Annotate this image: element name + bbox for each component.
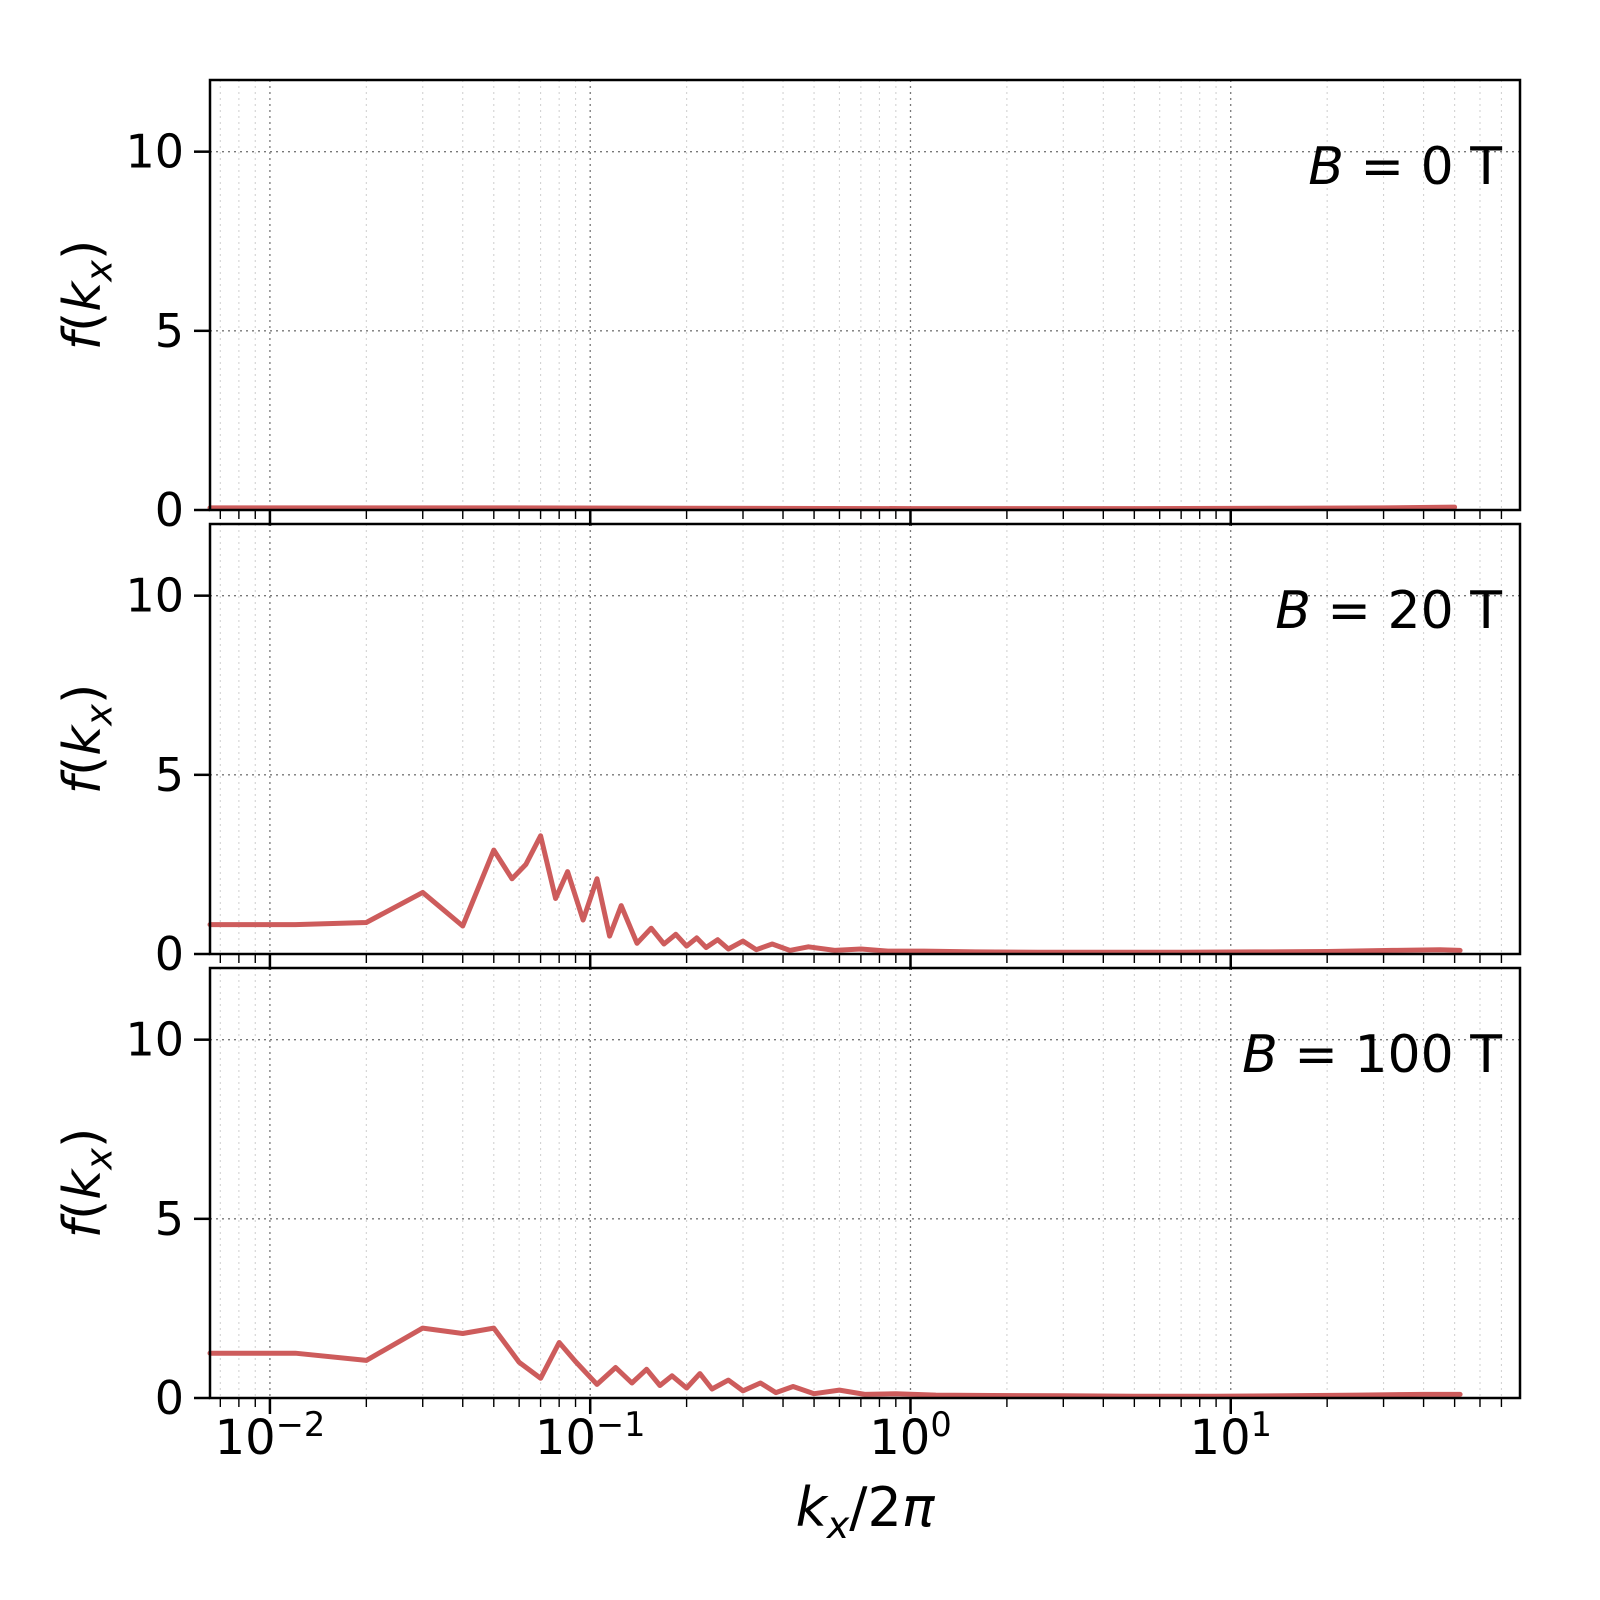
x-tick-label: 101	[1190, 1405, 1272, 1466]
y-tick-label: 10	[125, 125, 184, 179]
x-tick-label: 10−2	[215, 1405, 326, 1466]
x-axis-label: kx/2π	[796, 1476, 936, 1547]
y-axis-label: f(kx)	[53, 684, 120, 795]
series-line	[207, 504, 1458, 512]
y-axis-label: f(kx)	[53, 1128, 120, 1239]
y-tick-label: 5	[155, 304, 184, 358]
panel-border	[208, 522, 1522, 956]
x-tick-label: 100	[869, 1405, 951, 1466]
y-tick-label: 5	[155, 748, 184, 802]
y-tick-label: 0	[155, 1371, 184, 1425]
y-tick-label: 0	[155, 927, 184, 981]
y-tick-label: 10	[125, 569, 184, 623]
series-line	[207, 1325, 1463, 1399]
panel-annotation: B = 100 T	[1242, 1025, 1502, 1085]
panel-annotation: B = 0 T	[1308, 137, 1502, 197]
y-tick-label: 10	[125, 1013, 184, 1067]
y-tick-label: 5	[155, 1192, 184, 1246]
panel-annotation: B = 20 T	[1275, 581, 1502, 641]
y-axis-label: f(kx)	[53, 240, 120, 351]
y-tick-label: 0	[155, 483, 184, 537]
panel-border	[208, 78, 1522, 512]
series-line	[207, 833, 1463, 955]
x-tick-label: 10−1	[535, 1405, 646, 1466]
panel-border	[208, 966, 1522, 1400]
